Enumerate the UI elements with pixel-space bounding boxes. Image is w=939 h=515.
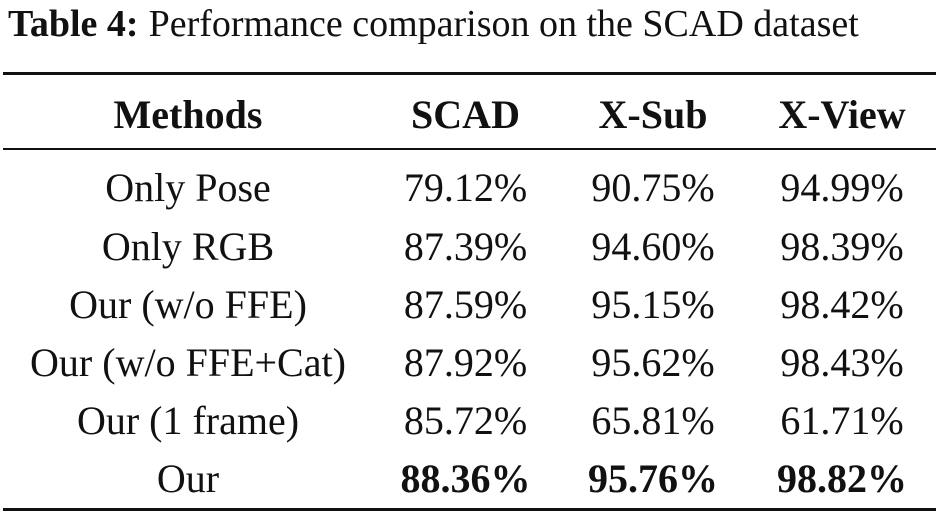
cell-xsub-best: 95.76% xyxy=(588,456,718,501)
cell-xview-best: 98.82% xyxy=(777,456,907,501)
table-top-rule xyxy=(3,72,936,75)
cell-method: Only RGB xyxy=(101,224,275,269)
table-body: Only Pose 79.12% 90.75% 94.99% Only RGB … xyxy=(3,158,936,508)
table-row: Only Pose 79.12% 90.75% 94.99% xyxy=(3,158,936,218)
cell-scad: 85.72% xyxy=(403,398,528,443)
cell-xsub: 65.81% xyxy=(591,398,715,443)
cell-method: Our xyxy=(156,456,220,501)
table-row: Our (w/o FFE) 87.59% 95.15% 98.42% xyxy=(3,276,936,334)
cell-method: Only Pose xyxy=(105,165,271,210)
table-bottom-rule xyxy=(3,508,936,511)
cell-scad: 87.92% xyxy=(403,340,528,385)
table-row-best: Our 88.36% 95.76% 98.82% xyxy=(3,450,936,508)
cell-scad: 87.39% xyxy=(403,224,528,269)
cell-xview: 98.42% xyxy=(780,282,904,327)
results-table: Methods SCAD X-Sub X-View Only Pose 79.1… xyxy=(3,85,936,508)
cell-method: Our (w/o FFE) xyxy=(69,282,307,327)
cell-xview: 61.71% xyxy=(780,398,904,443)
cell-scad: 79.12% xyxy=(403,165,528,210)
cell-method: Our (w/o FFE+Cat) xyxy=(30,340,346,385)
cell-xview: 98.43% xyxy=(780,340,904,385)
table-caption-label: Table 4: xyxy=(8,3,139,45)
table-caption-text: Performance comparison on the SCAD datas… xyxy=(148,3,859,45)
cell-xview: 98.39% xyxy=(780,224,904,269)
header-spacer-cell xyxy=(3,145,936,158)
cell-scad-best: 88.36% xyxy=(400,456,531,501)
table-row: Our (w/o FFE+Cat) 87.92% 95.62% 98.43% xyxy=(3,334,936,392)
cell-method: Our (1 frame) xyxy=(76,398,300,443)
table-row: Only RGB 87.39% 94.60% 98.39% xyxy=(3,218,936,276)
cell-scad: 87.59% xyxy=(403,282,528,327)
header-spacer xyxy=(3,145,936,158)
table-header-rule xyxy=(3,148,936,150)
table-header: Methods SCAD X-Sub X-View xyxy=(3,85,936,158)
table-row: Our (1 frame) 85.72% 65.81% 61.71% xyxy=(3,392,936,450)
cell-xview: 94.99% xyxy=(780,165,904,210)
cell-xsub: 94.60% xyxy=(591,224,715,269)
header-scad: SCAD xyxy=(411,92,520,137)
cell-xsub: 95.15% xyxy=(591,282,715,327)
header-xview: X-View xyxy=(778,92,906,137)
cell-xsub: 95.62% xyxy=(591,340,715,385)
cell-xsub: 90.75% xyxy=(591,165,715,210)
header-methods: Methods xyxy=(113,92,263,137)
table-caption: Table 4: Performance comparison on the SC… xyxy=(8,2,933,46)
header-row: Methods SCAD X-Sub X-View xyxy=(3,85,936,145)
header-xsub: X-Sub xyxy=(598,92,708,137)
